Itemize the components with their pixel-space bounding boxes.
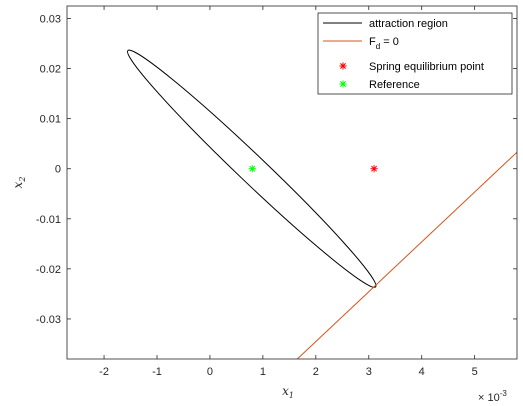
axes-layer: -2 -1 0 1 2 3 4 50.030.020.010-0.01-0.02-0.03x1… bbox=[11, 5, 518, 404]
legend-swatch-3 bbox=[339, 80, 347, 88]
x-axis-exponent-power: -3 bbox=[500, 389, 508, 398]
attraction-region-ellipse bbox=[127, 49, 377, 288]
x-tick-label: 3 bbox=[366, 366, 372, 378]
y-tick-label: 0 bbox=[55, 164, 61, 176]
x-tick-label: 5 bbox=[472, 366, 478, 378]
x-tick-label: -2 bbox=[99, 366, 109, 378]
x-axis-label-main: x bbox=[282, 384, 289, 398]
series-layer bbox=[127, 49, 517, 359]
y-axis-label: x2 bbox=[11, 177, 27, 189]
x-axis-label: x1 bbox=[282, 384, 294, 400]
x-axis-label-subscript: 1 bbox=[289, 391, 294, 400]
spring-equilibrium-point-marker-d2 bbox=[371, 165, 378, 172]
legend-label-1: Fd = 0 bbox=[369, 36, 399, 51]
x-tick-label: 4 bbox=[419, 366, 425, 378]
y-tick-label: -0.01 bbox=[36, 214, 61, 226]
legend-label-subscript: d bbox=[376, 42, 380, 51]
legend-swatch-2 bbox=[339, 62, 347, 70]
x-tick-label: 2 bbox=[313, 366, 319, 378]
legend-swatch-2-d2 bbox=[340, 63, 346, 69]
axes-box bbox=[66, 5, 518, 360]
legend-label-3: Reference bbox=[369, 79, 420, 91]
y-axis-label-main: x bbox=[11, 181, 25, 188]
spring-equilibrium-point-marker bbox=[370, 165, 378, 173]
y-tick-label: 0.01 bbox=[40, 114, 61, 126]
y-axis-label-subscript: 2 bbox=[18, 177, 27, 183]
legend-label-0: attraction region bbox=[369, 18, 448, 30]
legend-label-rest: = 0 bbox=[380, 36, 399, 48]
reference-point-marker bbox=[248, 165, 256, 173]
reference-point-marker-d2 bbox=[249, 165, 256, 172]
fd-zero-line bbox=[296, 151, 517, 359]
legend: attraction region Fd = 0 Spring equilibriu… bbox=[317, 12, 513, 95]
x-tick-label: 0 bbox=[207, 366, 213, 378]
y-tick-label: -0.02 bbox=[36, 264, 61, 276]
x-tick-label: -1 bbox=[152, 366, 162, 378]
x-axis-exponent-base: × 10 bbox=[478, 392, 500, 404]
legend-swatch-3-d2 bbox=[340, 81, 346, 87]
x-tick-label: 1 bbox=[260, 366, 266, 378]
y-tick-label: -0.03 bbox=[36, 314, 61, 326]
legend-box bbox=[317, 12, 513, 95]
legend-label-main: F bbox=[369, 36, 376, 48]
legend-label-2: Spring equilibrium point bbox=[369, 61, 484, 73]
y-tick-label: 0.02 bbox=[40, 64, 61, 76]
y-tick-label: 0.03 bbox=[40, 14, 61, 26]
x-axis-exponent: × 10-3 bbox=[478, 389, 507, 404]
